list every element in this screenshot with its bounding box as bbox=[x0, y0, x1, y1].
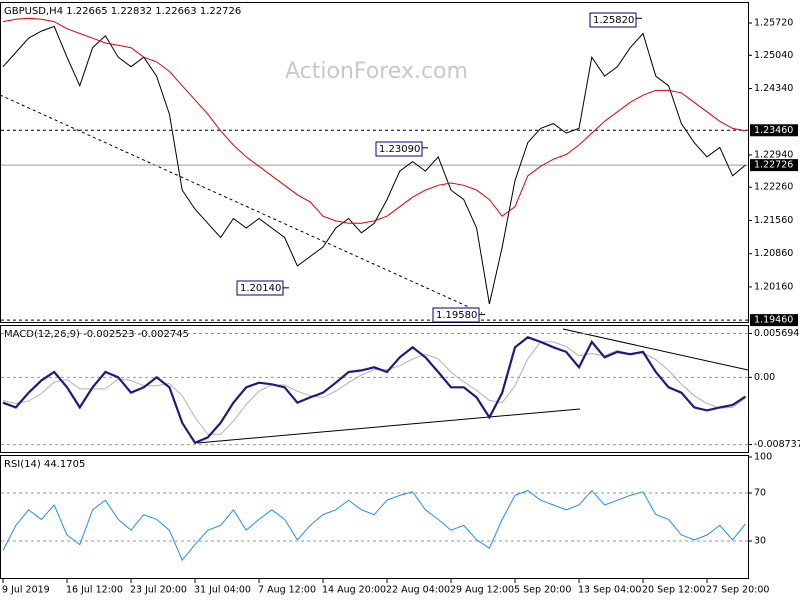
x-tick-label: 5 Sep 20:00 bbox=[514, 585, 571, 596]
y-tick-label: 1.21560 bbox=[754, 215, 793, 226]
y-tick-label: -0.008737 bbox=[754, 439, 800, 450]
x-tick-label: 31 Jul 04:00 bbox=[194, 585, 251, 596]
y-tick-label: 0.00 bbox=[754, 372, 775, 383]
level-label: 1.22726 bbox=[754, 160, 793, 171]
annotation-label: 1.23090 bbox=[379, 144, 420, 155]
annotation-box bbox=[432, 307, 480, 323]
level-box bbox=[750, 314, 798, 327]
trend-line bbox=[562, 328, 749, 371]
x-tick-label: 22 Aug 04:00 bbox=[386, 585, 450, 596]
y-tick-label: 30 bbox=[754, 536, 766, 547]
level-label: 1.23460 bbox=[754, 125, 793, 136]
y-tick-label: 1.20160 bbox=[754, 281, 793, 292]
x-tick-label: 20 Sep 12:00 bbox=[642, 585, 705, 596]
x-tick-label: 9 Jul 2019 bbox=[2, 585, 50, 596]
y-tick-label: 1.22260 bbox=[754, 182, 793, 193]
level-box bbox=[750, 159, 798, 172]
macd-pane bbox=[0, 325, 749, 453]
watermark: ActionForex.com bbox=[285, 59, 468, 84]
x-tick-label: 13 Sep 04:00 bbox=[578, 585, 641, 596]
x-tick-label: 29 Aug 12:00 bbox=[450, 585, 514, 596]
y-tick-label: 1.20860 bbox=[754, 248, 793, 259]
annotation-label: 1.25820 bbox=[593, 15, 634, 26]
level-label: 1.19460 bbox=[754, 315, 793, 326]
y-tick-label: 70 bbox=[754, 488, 766, 499]
series-line bbox=[2, 489, 746, 562]
trend-line bbox=[196, 408, 581, 444]
x-tick-label: 27 Sep 20:00 bbox=[706, 585, 769, 596]
annotation-box bbox=[375, 141, 423, 157]
y-tick-label: 1.25040 bbox=[754, 50, 793, 61]
series-line bbox=[2, 336, 747, 445]
series-line bbox=[2, 17, 746, 224]
x-tick-label: 16 Jul 12:00 bbox=[66, 585, 123, 596]
x-tick-label: 7 Aug 12:00 bbox=[258, 585, 316, 596]
annotation-label: 1.20140 bbox=[240, 283, 281, 294]
y-tick-label: 1.24340 bbox=[754, 83, 793, 94]
series-line bbox=[2, 25, 746, 305]
annotation-box bbox=[589, 12, 637, 28]
chart-title: GBPUSD,H4 1.22665 1.22832 1.22663 1.2272… bbox=[4, 6, 241, 17]
annotation-label: 1.19580 bbox=[436, 310, 477, 321]
x-tick-label: 14 Aug 20:00 bbox=[322, 585, 386, 596]
rsi-pane bbox=[0, 455, 749, 579]
y-tick-label: 100 bbox=[754, 452, 772, 463]
price-pane bbox=[0, 2, 749, 323]
x-tick-label: 23 Jul 20:00 bbox=[130, 585, 187, 596]
rsi-title: RSI(14) 44.1705 bbox=[4, 459, 85, 470]
trend-line bbox=[0, 94, 483, 314]
level-box bbox=[750, 124, 798, 137]
y-tick-label: 1.25720 bbox=[754, 18, 793, 29]
y-tick-label: 1.22940 bbox=[754, 149, 793, 160]
y-tick-label: 0.005694 bbox=[754, 328, 799, 339]
macd-title: MACD(12,26,9) -0.002523 -0.002745 bbox=[4, 329, 189, 340]
